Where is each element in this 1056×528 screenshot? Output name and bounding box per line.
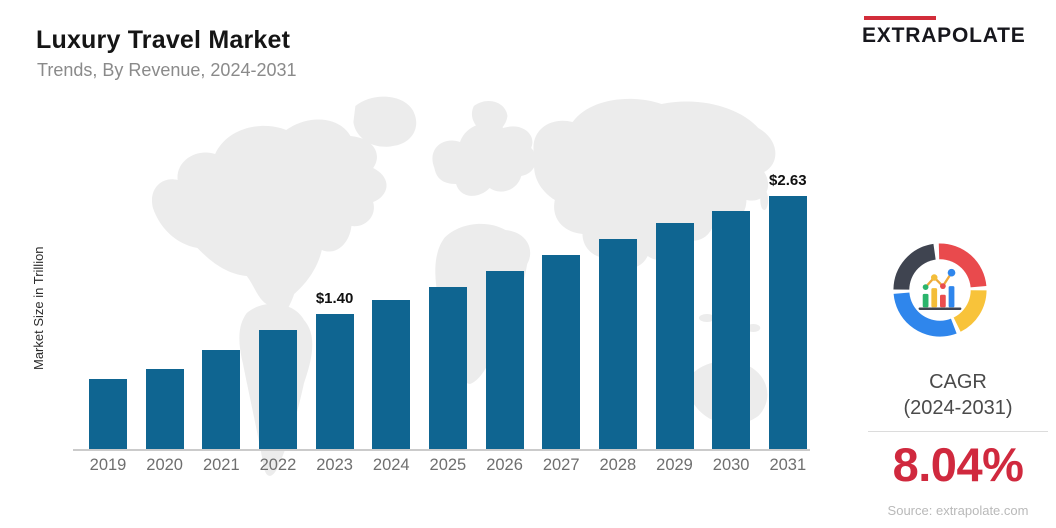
x-tick-label: 2022 xyxy=(259,456,297,474)
cagr-label: CAGR xyxy=(929,371,987,393)
x-tick-label: 2019 xyxy=(89,456,127,474)
x-tick-label: 2030 xyxy=(712,456,750,474)
page-subtitle: Trends, By Revenue, 2024-2031 xyxy=(37,60,297,80)
donut-chart-icon xyxy=(893,243,987,337)
x-tick-label: 2027 xyxy=(542,456,580,474)
bar-2019 xyxy=(89,379,127,449)
donut-inner-circle xyxy=(909,259,971,321)
bar-value-label: $2.63 xyxy=(769,172,807,189)
cagr-divider xyxy=(868,431,1048,432)
bar-2028 xyxy=(598,239,637,449)
x-tick-label: 2020 xyxy=(146,456,183,474)
cagr-label-block: CAGR (2024-2031) xyxy=(862,369,1054,421)
x-tick-label: 2023 xyxy=(316,456,353,474)
bar-2026 xyxy=(485,271,524,449)
x-tick-label: 2026 xyxy=(486,456,523,474)
bar-2025 xyxy=(428,287,467,449)
logo-text: EXTRAPOLATE xyxy=(862,24,1026,47)
bar-2029 xyxy=(655,223,694,449)
bar-2020 xyxy=(145,369,184,449)
x-tick-label: 2021 xyxy=(202,456,240,474)
bar-2022 xyxy=(258,330,297,449)
x-tick-label: 2031 xyxy=(769,456,807,474)
y-axis-label: Market Size in Trillion xyxy=(31,246,46,370)
x-tick-label: 2028 xyxy=(599,456,637,474)
cagr-value: 8.04% xyxy=(892,438,1024,491)
x-axis-line xyxy=(73,449,810,451)
mini-growth-chart-icon xyxy=(918,268,962,310)
page-title: Luxury Travel Market xyxy=(36,26,291,54)
bar-2030 xyxy=(712,211,751,449)
bar-2024 xyxy=(372,300,411,449)
x-tick-label: 2029 xyxy=(656,456,693,474)
bar-2021 xyxy=(202,350,241,449)
x-tick-label: 2024 xyxy=(372,456,410,474)
source-text: Source: extrapolate.com xyxy=(887,503,1029,518)
bar-2027 xyxy=(542,255,581,449)
brand-logo: EXTRAPOLATE xyxy=(862,16,1026,48)
logo-accent-bar xyxy=(864,16,936,20)
bar-2023 xyxy=(315,314,354,449)
cagr-period: (2024-2031) xyxy=(903,397,1013,419)
bar-2031 xyxy=(768,196,807,449)
x-tick-label: 2025 xyxy=(429,456,467,474)
bar-value-label: $1.40 xyxy=(315,290,354,307)
